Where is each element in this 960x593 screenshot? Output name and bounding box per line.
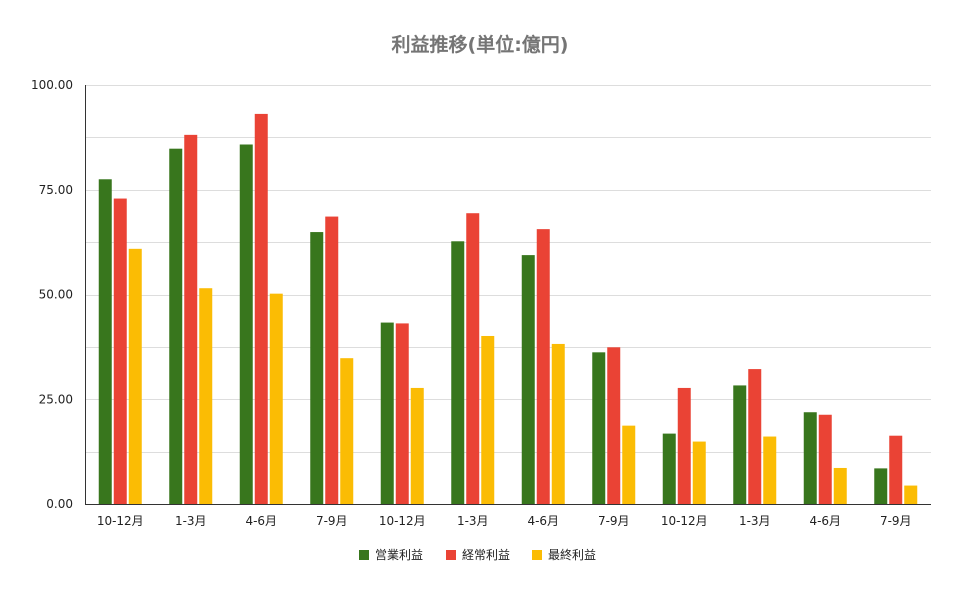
x-tick-label: 10-12月 xyxy=(97,514,144,528)
bar xyxy=(818,414,832,504)
x-tick-labels: 10-12月 1-3月 4-6月 7-9月 10-12月 1-3月 4-6月 7-9月 10-1… xyxy=(97,514,912,528)
bar xyxy=(128,248,142,504)
bar xyxy=(98,179,112,504)
x-tick-label: 1-3月 xyxy=(739,514,771,528)
bar xyxy=(662,433,676,504)
x-tick-label: 10-12月 xyxy=(379,514,426,528)
bar xyxy=(340,358,354,504)
y-tick-label: 50.00 xyxy=(39,288,73,302)
bar xyxy=(310,232,324,504)
legend-swatch xyxy=(359,550,369,560)
legend-label: 経常利益 xyxy=(462,548,510,562)
bar xyxy=(325,216,339,505)
legend-label: 最終利益 xyxy=(548,547,596,562)
legend-label: 営業利益 xyxy=(375,548,423,562)
bar xyxy=(904,485,918,504)
bar xyxy=(889,435,903,504)
bar xyxy=(763,436,777,504)
axes xyxy=(85,85,931,505)
x-tick-label: 1-3月 xyxy=(457,514,489,528)
y-tick-label: 25.00 xyxy=(39,392,73,406)
bar xyxy=(466,213,480,505)
bar xyxy=(677,387,691,504)
grid-lines xyxy=(85,85,931,453)
x-tick-label: 4-6月 xyxy=(809,514,841,528)
bars xyxy=(98,113,918,505)
x-tick-label: 1-3月 xyxy=(175,514,207,528)
bar xyxy=(254,113,268,504)
bar xyxy=(113,198,127,504)
bar xyxy=(239,144,253,505)
bar xyxy=(199,288,213,504)
x-tick-label: 7-9月 xyxy=(598,514,630,528)
bar xyxy=(692,441,706,504)
y-tick-label: 0.00 xyxy=(46,497,73,511)
bar xyxy=(748,369,762,504)
x-tick-label: 7-9月 xyxy=(316,514,348,528)
x-tick-label: 4-6月 xyxy=(527,514,559,528)
bar xyxy=(551,343,565,504)
bar xyxy=(410,387,424,504)
bar xyxy=(269,293,283,504)
bar xyxy=(169,148,183,505)
bar xyxy=(803,412,817,504)
x-tick-label: 10-12月 xyxy=(661,514,708,528)
y-tick-label: 100.00 xyxy=(31,78,73,92)
bar xyxy=(536,229,550,505)
bar xyxy=(481,335,495,504)
bar xyxy=(733,385,747,504)
legend: 営業利益 経常利益 最終利益 xyxy=(359,547,596,562)
bar xyxy=(521,255,535,504)
bar xyxy=(622,425,636,504)
bar xyxy=(833,467,847,504)
bar xyxy=(607,347,621,504)
y-tick-labels: 0.00 25.00 50.00 75.00 100.00 xyxy=(31,78,73,511)
legend-swatch xyxy=(446,550,456,560)
bar xyxy=(184,134,198,504)
bar xyxy=(380,322,394,504)
bar xyxy=(874,468,888,504)
x-tick-label: 4-6月 xyxy=(245,514,277,528)
bar xyxy=(395,323,409,504)
bar xyxy=(451,241,465,505)
legend-swatch xyxy=(532,550,542,560)
bar xyxy=(592,352,606,504)
y-tick-label: 75.00 xyxy=(39,183,73,197)
chart-title: 利益推移(単位:億円) xyxy=(392,33,569,56)
x-tick-label: 7-9月 xyxy=(880,514,912,528)
